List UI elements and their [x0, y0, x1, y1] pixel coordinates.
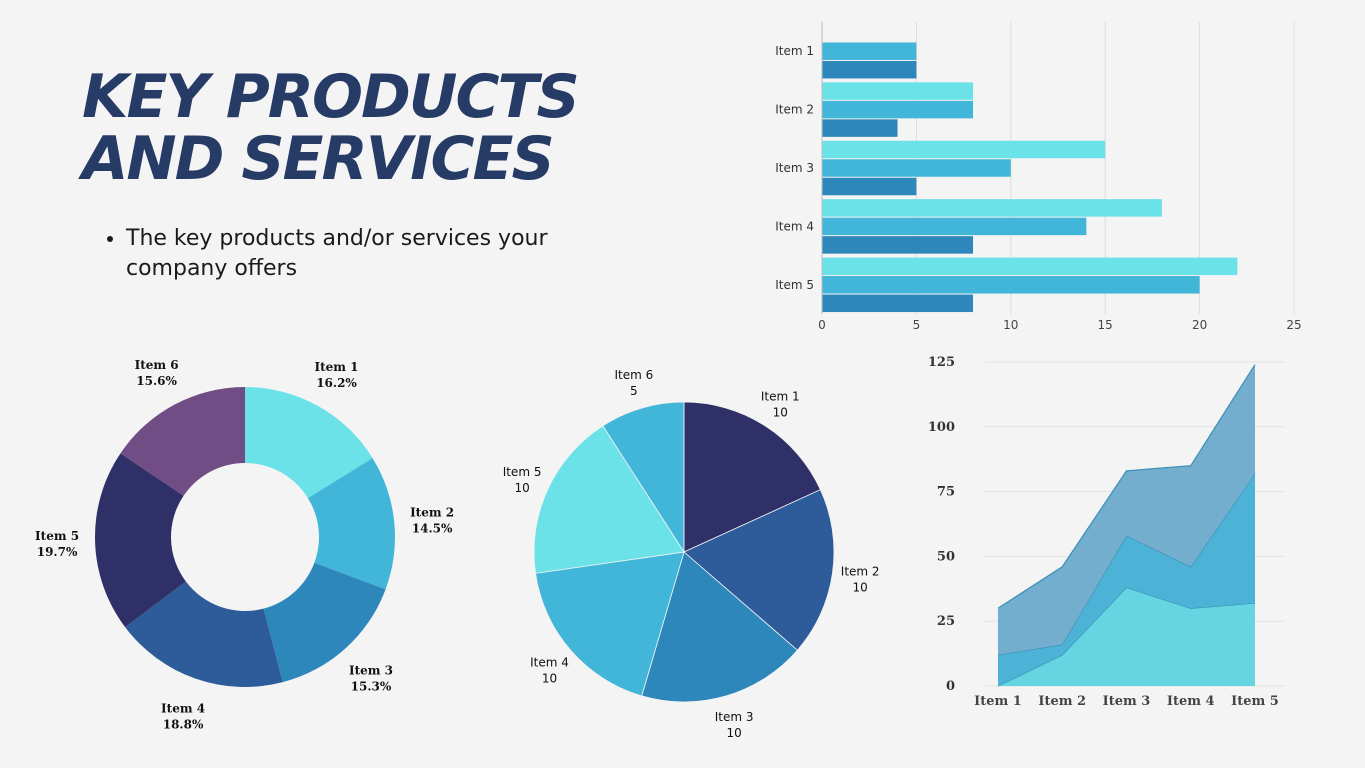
slice-label: Item 1 — [315, 360, 359, 374]
x-category-label: Item 5 — [1231, 694, 1279, 709]
area-series — [998, 473, 1255, 686]
area-series-line — [997, 586, 1256, 687]
y-tick-label: 125 — [928, 355, 955, 370]
bar — [822, 177, 917, 196]
x-category-label: Item 4 — [1167, 694, 1215, 709]
x-tick-label: 25 — [1286, 318, 1301, 332]
pie-slice — [245, 387, 373, 499]
slice-value-label: 15.3% — [351, 680, 392, 694]
slice-label: Item 6 — [135, 358, 179, 372]
x-tick-label: 10 — [1003, 318, 1018, 332]
slice-value-label: 10 — [773, 405, 788, 419]
bar — [822, 140, 1106, 159]
slice-label: Item 5 — [35, 529, 79, 543]
slice-value-label: 14.5% — [412, 521, 453, 535]
slice-label: Item 2 — [410, 505, 454, 519]
bar — [822, 257, 1238, 276]
bar — [822, 294, 974, 313]
x-tick-label: 5 — [913, 318, 921, 332]
bar — [822, 60, 917, 79]
slice-label: Item 4 — [161, 701, 205, 715]
slice-value-label: 16.2% — [316, 376, 357, 390]
pie-slice — [683, 489, 835, 651]
y-category-label: Item 2 — [775, 103, 814, 117]
y-tick-label: 25 — [937, 614, 955, 629]
x-category-label: Item 3 — [1103, 694, 1151, 709]
title-line-1: KEY PRODUCTS — [82, 62, 580, 132]
bullet-item: The key products and/or services your co… — [126, 224, 646, 284]
y-tick-label: 100 — [928, 420, 955, 435]
area-series-line — [997, 364, 1256, 609]
slice-label: Item 3 — [715, 710, 754, 724]
pie-slice — [125, 581, 283, 687]
y-category-label: Item 3 — [775, 161, 814, 175]
bar — [822, 276, 1200, 294]
y-tick-label: 75 — [937, 485, 955, 500]
bar — [822, 42, 917, 60]
x-tick-label: 20 — [1192, 318, 1207, 332]
bar — [822, 217, 1087, 236]
page-title: KEY PRODUCTS AND SERVICES — [82, 62, 580, 194]
slice-value-label: 18.8% — [163, 717, 204, 731]
pie-slice — [533, 425, 685, 574]
bar — [822, 82, 974, 100]
pie-chart: Item 1 10 Item 2 10 Item 3 10 Item 4 10 Item 5 10… — [503, 368, 880, 740]
slice-value-label: 10 — [727, 726, 742, 740]
pie-slice — [94, 453, 186, 628]
bar — [822, 199, 1162, 217]
bullet-list: The key products and/or services your co… — [106, 224, 646, 284]
bar — [822, 236, 974, 254]
slice-value-label: 10 — [514, 481, 529, 495]
horizontal-bar-chart: 0 5 10 15 20 25 Item 1 Item 2 Item 3 Item 4 Item 5 — [775, 22, 1302, 332]
x-tick-label: 0 — [818, 318, 826, 332]
y-category-label: Item 1 — [775, 44, 814, 58]
bar — [822, 159, 1011, 177]
y-tick-label: 50 — [937, 549, 955, 564]
x-category-label: Item 2 — [1038, 694, 1086, 709]
stacked-area-chart: 0 25 50 75 100 125 Item 1 Item 2 Item 3 Item 4 Ite… — [928, 355, 1285, 709]
slice-value-label: 5 — [630, 384, 638, 398]
x-category-label: Item 1 — [974, 694, 1022, 709]
pie-slice — [683, 401, 821, 553]
area-series — [998, 364, 1255, 655]
x-tick-label: 15 — [1098, 318, 1113, 332]
pie-slice — [120, 387, 245, 496]
slice-value-label: 10 — [853, 580, 868, 594]
slice-value-label: 19.7% — [37, 545, 78, 559]
area-series — [998, 587, 1255, 686]
title-line-2: AND SERVICES — [82, 124, 555, 194]
bar — [822, 119, 898, 137]
pie-slice — [641, 551, 798, 703]
y-category-label: Item 4 — [775, 219, 814, 233]
pie-slice — [307, 458, 395, 590]
y-category-label: Item 5 — [775, 278, 814, 292]
slice-label: Item 2 — [841, 564, 880, 578]
slice-value-label: 15.6% — [136, 374, 177, 388]
pie-slice — [535, 551, 685, 697]
slice-label: Item 5 — [503, 465, 542, 479]
pie-slice — [602, 401, 685, 554]
bar — [822, 100, 974, 119]
slice-label: Item 4 — [530, 656, 569, 670]
donut-chart: Item 1 16.2% Item 2 14.5% Item 3 15.3% Item 4 1… — [35, 358, 454, 731]
pie-slice — [263, 562, 386, 683]
slice-label: Item 6 — [614, 368, 653, 382]
y-tick-label: 0 — [946, 679, 955, 694]
slice-label: Item 3 — [349, 664, 393, 678]
slice-value-label: 10 — [542, 672, 557, 686]
slice-label: Item 1 — [761, 389, 800, 403]
